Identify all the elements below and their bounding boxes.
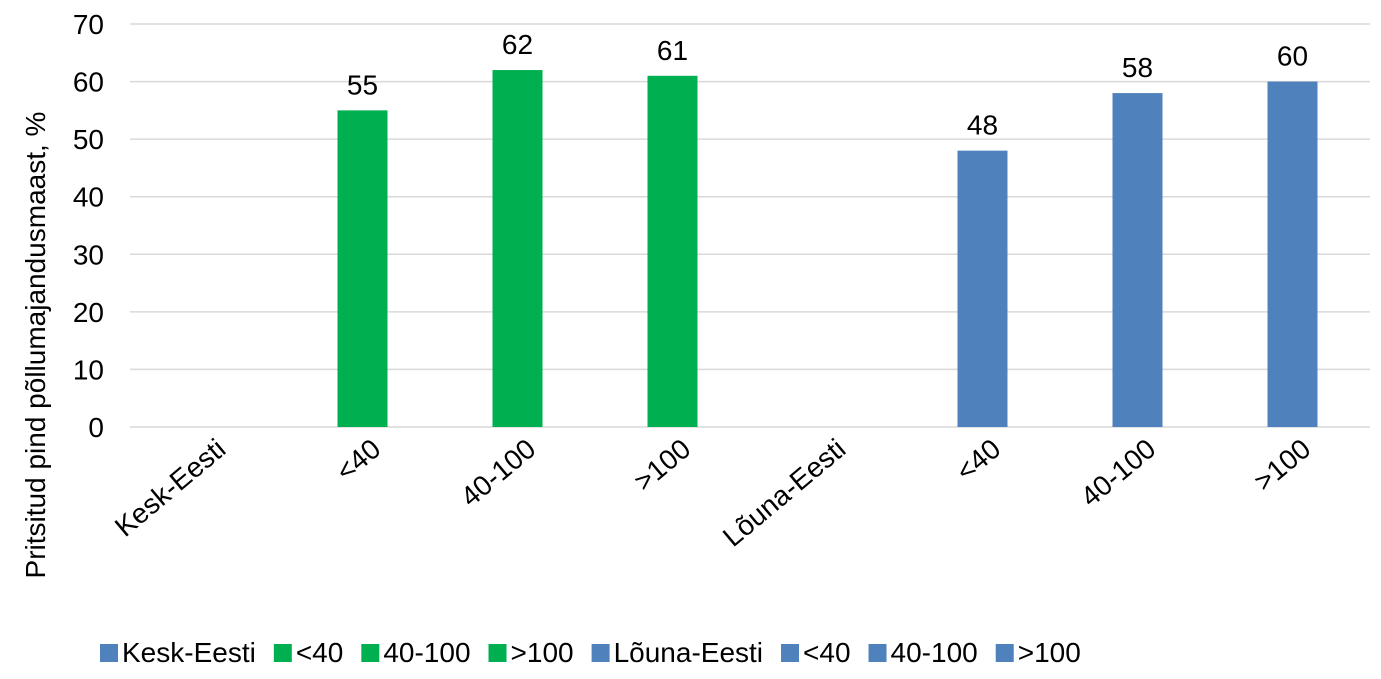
category-label: <40 bbox=[950, 433, 1006, 487]
legend-entry: <40 bbox=[296, 637, 344, 668]
category-label: Lõuna-Eesti bbox=[717, 433, 851, 553]
legend: Kesk-Eesti <40 40-100 >100 Lõuna-Eesti <40 40-… bbox=[100, 637, 1081, 668]
data-label: 58 bbox=[1122, 52, 1153, 83]
bar bbox=[1267, 81, 1318, 428]
y-tick-label: 60 bbox=[73, 67, 104, 98]
bar bbox=[492, 70, 543, 428]
y-tick-label: 30 bbox=[73, 239, 104, 270]
y-axis-ticks: 0 10 20 30 40 50 60 70 bbox=[73, 9, 104, 443]
bar bbox=[957, 150, 1008, 427]
gridlines bbox=[130, 23, 1370, 428]
legend-entry: 40-100 bbox=[891, 637, 978, 668]
data-labels: 55 62 61 48 58 60 bbox=[347, 29, 1308, 141]
data-label: 60 bbox=[1277, 41, 1308, 72]
data-label: 61 bbox=[657, 35, 688, 66]
legend-entry: <40 bbox=[803, 637, 851, 668]
bar bbox=[1112, 93, 1163, 427]
bars bbox=[337, 70, 1318, 428]
data-label: 62 bbox=[502, 29, 533, 60]
data-label: 48 bbox=[967, 110, 998, 141]
bar bbox=[337, 110, 388, 427]
legend-swatch bbox=[100, 644, 118, 662]
category-label: <40 bbox=[330, 433, 386, 487]
legend-entry: >100 bbox=[511, 637, 574, 668]
legend-swatch bbox=[868, 644, 887, 662]
legend-swatch bbox=[781, 644, 800, 662]
legend-swatch bbox=[488, 644, 507, 662]
y-tick-label: 20 bbox=[73, 297, 104, 328]
category-label: 40-100 bbox=[455, 433, 542, 513]
data-label: 55 bbox=[347, 69, 378, 100]
y-tick-label: 40 bbox=[73, 182, 104, 213]
category-label: >100 bbox=[628, 433, 696, 497]
y-tick-label: 0 bbox=[88, 412, 104, 443]
category-label: 40-100 bbox=[1075, 433, 1162, 513]
y-tick-label: 70 bbox=[73, 9, 104, 40]
legend-entry: Kesk-Eesti bbox=[122, 637, 256, 668]
legend-entry: 40-100 bbox=[383, 637, 470, 668]
y-tick-label: 10 bbox=[73, 354, 104, 385]
y-axis-label: Pritsitud pind põllumajandusmaast, % bbox=[20, 112, 51, 579]
y-tick-label: 50 bbox=[73, 124, 104, 155]
bar bbox=[647, 75, 698, 428]
legend-entry: >100 bbox=[1018, 637, 1081, 668]
legend-swatch bbox=[591, 644, 610, 662]
category-label: >100 bbox=[1248, 433, 1316, 497]
legend-swatch bbox=[361, 644, 380, 662]
category-label: Kesk-Eesti bbox=[109, 433, 231, 543]
category-labels: Kesk-Eesti <40 40-100 >100 Lõuna-Eesti <40 40-… bbox=[109, 433, 1316, 553]
legend-swatch bbox=[995, 644, 1014, 662]
legend-swatch bbox=[273, 644, 292, 662]
legend-entry: Lõuna-Eesti bbox=[614, 637, 763, 668]
